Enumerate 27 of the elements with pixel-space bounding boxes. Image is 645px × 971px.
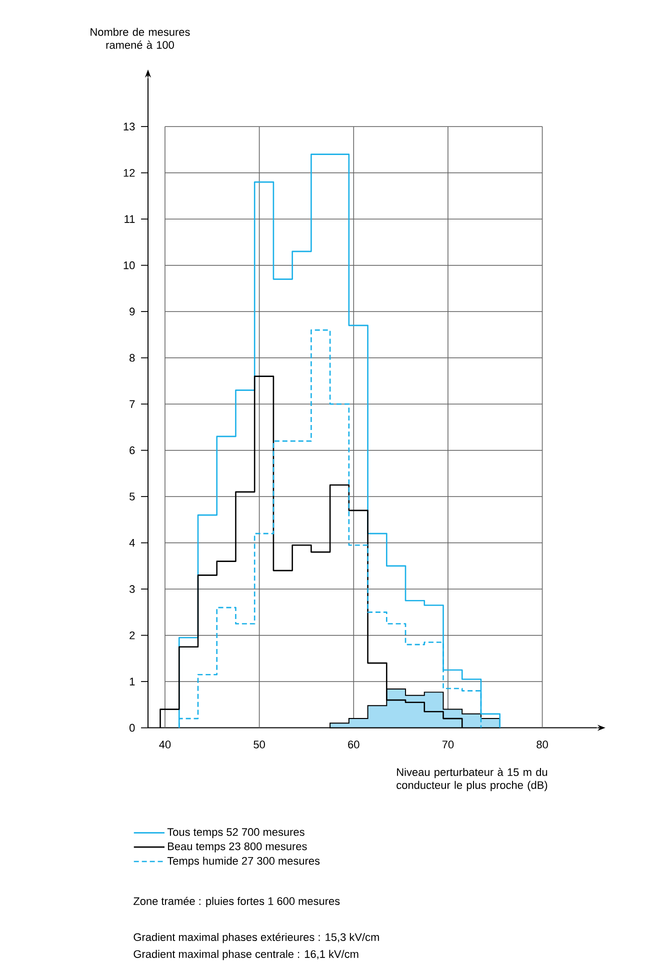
x-tick-label: 70 bbox=[442, 740, 454, 748]
y-tick-label: 7 bbox=[130, 400, 135, 408]
y-tick-label: 3 bbox=[130, 585, 135, 593]
y-tick-label: 2 bbox=[130, 631, 135, 640]
y-tick-label: 1 bbox=[130, 678, 135, 686]
y-tick-label: 0 bbox=[130, 724, 135, 732]
text: Gradient maximal phase centrale : 16,1 kV/cm bbox=[134, 950, 358, 960]
y-tick-label: 8 bbox=[130, 354, 135, 362]
y-tick-label: 9 bbox=[130, 308, 135, 316]
y-tick-label: 11 bbox=[124, 215, 135, 223]
y-tick-label: 10 bbox=[124, 261, 135, 270]
legend-label: Temps humide 27 300 mesures bbox=[167, 856, 320, 867]
x-tick-label: 60 bbox=[348, 740, 360, 748]
y-tick-label: 12 bbox=[124, 168, 135, 177]
x-tick-label: 40 bbox=[159, 740, 171, 748]
y-tick-label: 5 bbox=[130, 492, 135, 500]
y-tick-label: 6 bbox=[130, 446, 135, 454]
legend-label: Tous temps 52 700 mesures bbox=[167, 828, 304, 838]
y-tick-label: 4 bbox=[129, 539, 135, 547]
x-tick-label: 50 bbox=[254, 740, 265, 748]
x-axis-title: Niveau perturbateur à 15 m du conducteur le plus proche (dB) bbox=[396, 768, 548, 792]
y-tick-label: 13 bbox=[124, 122, 135, 130]
text: Gradient maximal phases extérieures : 15,3 kV/cm bbox=[134, 932, 379, 944]
text: Zone tramée : pluies fortes 1 600 mesures bbox=[134, 896, 340, 908]
y-axis-title: Nombre de mesures ramené à 100 bbox=[90, 28, 190, 49]
x-tick-label: 80 bbox=[536, 740, 548, 748]
legend-label: Beau temps 23 800 mesures bbox=[168, 842, 307, 852]
